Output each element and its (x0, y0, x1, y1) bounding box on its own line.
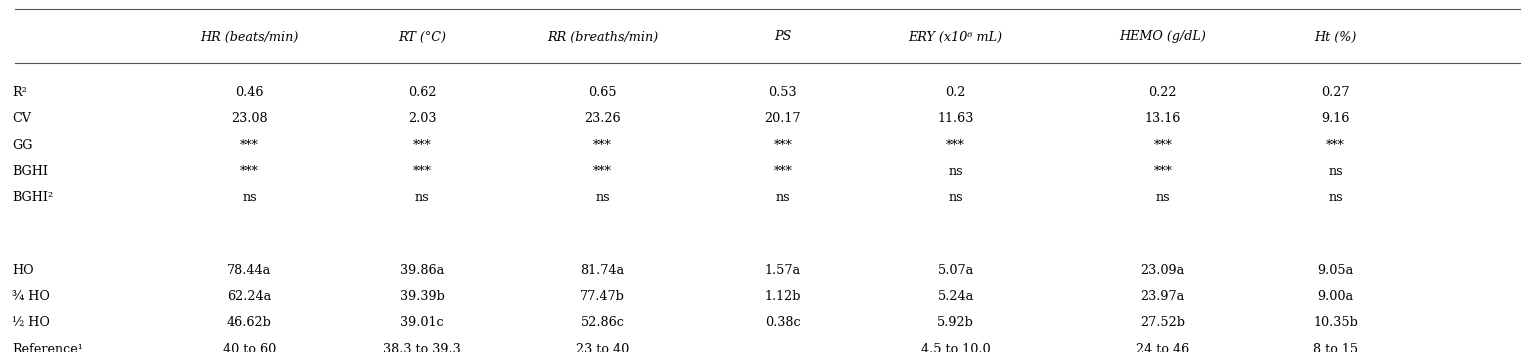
Text: ***: *** (413, 165, 431, 178)
Text: 2.03: 2.03 (408, 112, 436, 125)
Text: 9.00a: 9.00a (1317, 290, 1354, 303)
Text: ns: ns (1328, 191, 1343, 205)
Text: ns: ns (1328, 165, 1343, 178)
Text: R²: R² (12, 86, 28, 99)
Text: 5.07a: 5.07a (938, 264, 973, 277)
Text: ***: *** (774, 139, 792, 152)
Text: ns: ns (243, 191, 256, 205)
Text: 62.24a: 62.24a (227, 290, 272, 303)
Text: 23.26: 23.26 (585, 112, 620, 125)
Text: 23 to 40: 23 to 40 (576, 343, 629, 352)
Text: 1.12b: 1.12b (764, 290, 801, 303)
Text: 9.16: 9.16 (1322, 112, 1349, 125)
Text: ½ HO: ½ HO (12, 316, 51, 329)
Text: 0.62: 0.62 (408, 86, 436, 99)
Text: Ht (%): Ht (%) (1314, 31, 1357, 43)
Text: 0.53: 0.53 (769, 86, 797, 99)
Text: 1.57a: 1.57a (764, 264, 801, 277)
Text: 11.63: 11.63 (938, 112, 973, 125)
Text: ***: *** (593, 139, 612, 152)
Text: 46.62b: 46.62b (227, 316, 272, 329)
Text: Reference¹: Reference¹ (12, 343, 83, 352)
Text: 38.3 to 39.3: 38.3 to 39.3 (384, 343, 460, 352)
Text: 4.5 to 10.0: 4.5 to 10.0 (921, 343, 990, 352)
Text: 78.44a: 78.44a (227, 264, 272, 277)
Text: BGHI: BGHI (12, 165, 48, 178)
Text: 24 to 46: 24 to 46 (1136, 343, 1190, 352)
Text: HEMO (g/dL): HEMO (g/dL) (1119, 31, 1207, 43)
Text: ns: ns (596, 191, 609, 205)
Text: 77.47b: 77.47b (580, 290, 625, 303)
Text: 8 to 15: 8 to 15 (1312, 343, 1358, 352)
Text: ¾ HO: ¾ HO (12, 290, 51, 303)
Text: BGHI²: BGHI² (12, 191, 54, 205)
Text: 39.01c: 39.01c (401, 316, 444, 329)
Text: RR (breaths/min): RR (breaths/min) (546, 31, 659, 43)
Text: HR (beats/min): HR (beats/min) (200, 31, 299, 43)
Text: 0.38c: 0.38c (764, 316, 801, 329)
Text: ***: *** (774, 165, 792, 178)
Text: 52.86c: 52.86c (580, 316, 625, 329)
Text: ns: ns (775, 191, 791, 205)
Text: ***: *** (1153, 165, 1173, 178)
Text: 10.35b: 10.35b (1312, 316, 1358, 329)
Text: 5.24a: 5.24a (938, 290, 973, 303)
Text: RT (°C): RT (°C) (398, 31, 447, 43)
Text: PS: PS (774, 31, 792, 43)
Text: 5.92b: 5.92b (936, 316, 975, 329)
Text: 23.09a: 23.09a (1141, 264, 1185, 277)
Text: ns: ns (949, 165, 962, 178)
Text: ***: *** (1153, 139, 1173, 152)
Text: ***: *** (239, 139, 259, 152)
Text: 39.39b: 39.39b (399, 290, 445, 303)
Text: 40 to 60: 40 to 60 (223, 343, 276, 352)
Text: ***: *** (413, 139, 431, 152)
Text: ***: *** (1326, 139, 1345, 152)
Text: ns: ns (949, 191, 962, 205)
Text: 27.52b: 27.52b (1141, 316, 1185, 329)
Text: 0.22: 0.22 (1148, 86, 1177, 99)
Text: ns: ns (414, 191, 430, 205)
Text: ***: *** (593, 165, 612, 178)
Text: 23.97a: 23.97a (1141, 290, 1185, 303)
Text: 81.74a: 81.74a (580, 264, 625, 277)
Text: ***: *** (946, 139, 966, 152)
Text: 0.27: 0.27 (1322, 86, 1349, 99)
Text: 0.46: 0.46 (235, 86, 264, 99)
Text: 9.05a: 9.05a (1317, 264, 1354, 277)
Text: GG: GG (12, 139, 32, 152)
Text: 20.17: 20.17 (764, 112, 801, 125)
Text: 0.65: 0.65 (588, 86, 617, 99)
Text: CV: CV (12, 112, 31, 125)
Text: 0.2: 0.2 (946, 86, 966, 99)
Text: 39.86a: 39.86a (401, 264, 444, 277)
Text: HO: HO (12, 264, 34, 277)
Text: ns: ns (1156, 191, 1170, 205)
Text: 23.08: 23.08 (232, 112, 267, 125)
Text: ERY (x10⁶ mL): ERY (x10⁶ mL) (909, 31, 1002, 43)
Text: 13.16: 13.16 (1145, 112, 1180, 125)
Text: ***: *** (239, 165, 259, 178)
